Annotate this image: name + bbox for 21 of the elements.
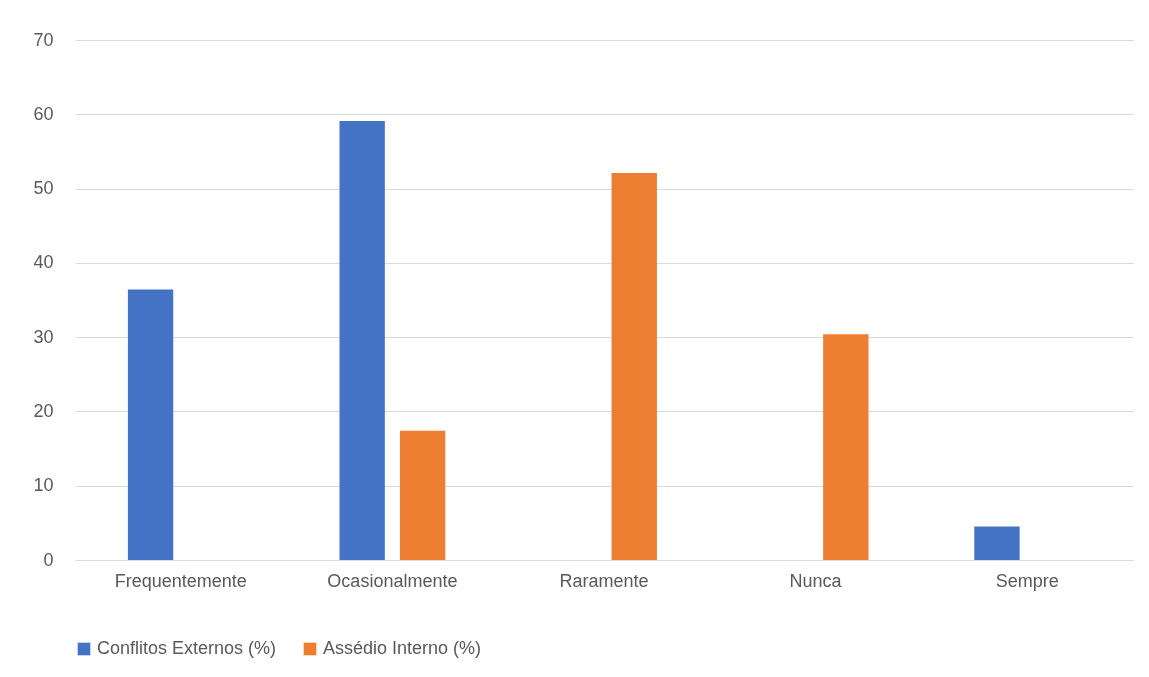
y-tick-label: 10	[33, 475, 54, 496]
y-tick-label: 30	[33, 326, 54, 347]
bar	[823, 334, 869, 560]
x-tick-label: Sempre	[995, 570, 1059, 591]
y-tick-label: 50	[33, 178, 54, 199]
bar	[399, 430, 446, 560]
x-tick-label: Raramente	[559, 570, 649, 591]
y-tick-label: 60	[33, 103, 54, 124]
x-tick-label: Ocasionalmente	[327, 570, 458, 591]
x-tick-label: Frequentemente	[114, 570, 247, 591]
x-tick-label: Nunca	[789, 570, 843, 591]
y-tick-label: 40	[33, 252, 54, 273]
y-tick-label: 20	[33, 400, 54, 421]
y-tick-label: 0	[43, 549, 54, 570]
legend-label: Assédio Interno (%)	[323, 638, 482, 658]
bar	[611, 172, 657, 560]
bar	[127, 289, 174, 560]
bar	[339, 120, 385, 560]
bar	[974, 526, 1020, 560]
y-tick-label: 70	[33, 29, 54, 50]
legend-label: Conflitos Externos (%)	[97, 638, 277, 658]
